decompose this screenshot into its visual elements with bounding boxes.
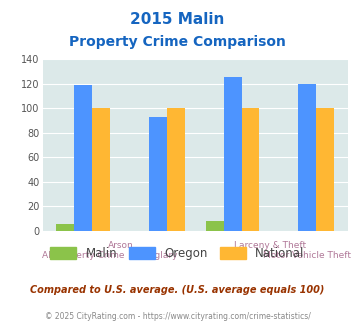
Text: Burglary: Burglary xyxy=(139,250,177,260)
Text: 2015 Malin: 2015 Malin xyxy=(130,12,225,26)
Bar xyxy=(224,77,241,231)
Text: Motor Vehicle Theft: Motor Vehicle Theft xyxy=(263,250,351,260)
Text: Arson: Arson xyxy=(108,241,133,250)
Bar xyxy=(316,109,334,231)
Bar xyxy=(56,224,75,231)
Text: Property Crime Comparison: Property Crime Comparison xyxy=(69,35,286,49)
Bar xyxy=(75,85,92,231)
Text: Compared to U.S. average. (U.S. average equals 100): Compared to U.S. average. (U.S. average … xyxy=(30,285,325,295)
Bar xyxy=(298,84,316,231)
Bar xyxy=(92,109,110,231)
Text: Larceny & Theft: Larceny & Theft xyxy=(234,241,306,250)
Bar xyxy=(149,117,167,231)
Legend: Malin, Oregon, National: Malin, Oregon, National xyxy=(46,242,309,264)
Bar xyxy=(167,109,185,231)
Bar xyxy=(241,109,260,231)
Bar xyxy=(206,221,224,231)
Text: © 2025 CityRating.com - https://www.cityrating.com/crime-statistics/: © 2025 CityRating.com - https://www.city… xyxy=(45,312,310,321)
Text: All Property Crime: All Property Crime xyxy=(42,250,125,260)
